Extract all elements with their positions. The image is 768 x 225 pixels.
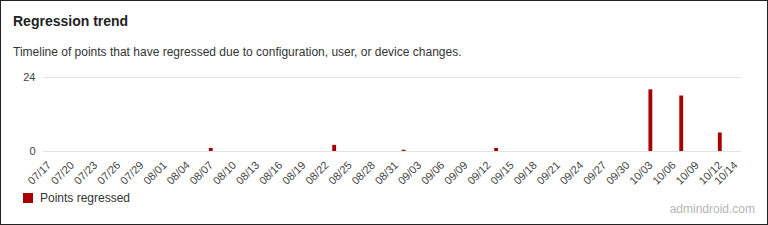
svg-text:09/27: 09/27 xyxy=(581,159,609,187)
svg-text:08/01: 08/01 xyxy=(141,159,169,187)
svg-text:08/28: 08/28 xyxy=(349,159,377,187)
svg-text:0: 0 xyxy=(29,145,35,157)
svg-text:08/19: 08/19 xyxy=(280,159,308,187)
svg-text:08/25: 08/25 xyxy=(326,159,354,187)
svg-text:07/29: 07/29 xyxy=(118,159,146,187)
svg-text:24: 24 xyxy=(23,71,35,83)
svg-text:07/26: 07/26 xyxy=(95,159,123,187)
svg-text:10/03: 10/03 xyxy=(627,159,655,187)
svg-text:10/06: 10/06 xyxy=(650,159,678,187)
svg-text:08/10: 08/10 xyxy=(210,159,238,187)
html-text:admindroid.com: admindroid.com xyxy=(669,202,755,216)
svg-text:07/20: 07/20 xyxy=(48,159,76,187)
svg-text:09/03: 09/03 xyxy=(395,159,423,187)
svg-text:09/30: 09/30 xyxy=(604,159,632,187)
svg-text:08/16: 08/16 xyxy=(257,159,285,187)
svg-text:09/24: 09/24 xyxy=(557,159,585,187)
html-text:Timeline of points that have r: Timeline of points that have regressed d… xyxy=(13,45,462,59)
svg-text:08/22: 08/22 xyxy=(303,159,331,187)
svg-text:09/15: 09/15 xyxy=(488,159,516,187)
svg-text:07/17: 07/17 xyxy=(25,159,53,187)
svg-text:08/07: 08/07 xyxy=(187,159,215,187)
html-text:Points regressed: Points regressed xyxy=(40,191,130,205)
svg-text:09/12: 09/12 xyxy=(465,159,493,187)
svg-text:10/09: 10/09 xyxy=(673,159,701,187)
svg-text:08/04: 08/04 xyxy=(164,159,192,187)
svg-text:10/14: 10/14 xyxy=(712,159,740,187)
svg-text:09/18: 09/18 xyxy=(511,159,539,187)
svg-text:09/21: 09/21 xyxy=(534,159,562,187)
svg-text:09/06: 09/06 xyxy=(419,159,447,187)
svg-text:08/13: 08/13 xyxy=(233,159,261,187)
svg-text:10/12: 10/12 xyxy=(696,158,725,187)
svg-text:09/09: 09/09 xyxy=(442,159,470,187)
html-text:Regression trend: Regression trend xyxy=(13,13,129,29)
svg-text:07/23: 07/23 xyxy=(72,159,100,187)
svg-text:08/31: 08/31 xyxy=(372,159,400,187)
